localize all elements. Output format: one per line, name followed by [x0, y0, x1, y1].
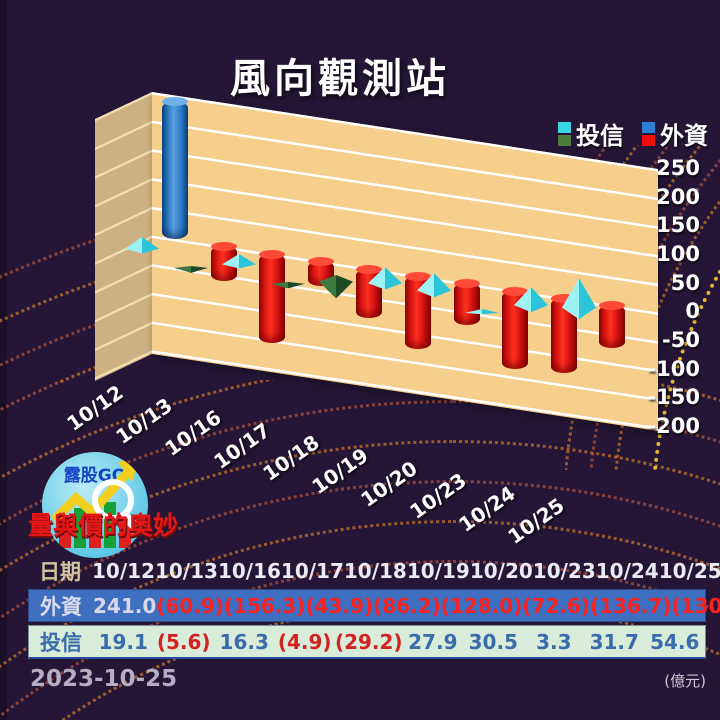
- table-cell: 31.7: [589, 629, 639, 654]
- brand-logo: 露股GO: [42, 452, 148, 558]
- y-tick-label: 50: [670, 270, 700, 295]
- table-row-label: 日期: [39, 560, 81, 584]
- pyramid-marker-trust: [416, 272, 451, 298]
- table-cell: 27.9: [408, 629, 458, 654]
- pyramid-marker-trust: [562, 278, 597, 320]
- pyramid-marker-trust: [125, 236, 159, 253]
- table-cell: (43.9): [305, 593, 374, 618]
- logo-tagline: 量與價的奧妙: [28, 511, 179, 540]
- table-data-row: 投信 19.1 (5.6) 16.3 (4.9) (29.2) 27.9 30.5 3.3 31.…: [28, 625, 706, 659]
- y-tick-label: -50: [662, 328, 700, 352]
- y-tick-label: 0: [685, 299, 700, 324]
- report-date: 2023-10-25: [30, 666, 178, 692]
- pyramid-marker-trust: [270, 273, 305, 289]
- table-row-label: 外資: [40, 594, 82, 619]
- y-tick-label: 100: [656, 241, 700, 266]
- y-tick-label: 250: [656, 155, 700, 180]
- y-tick-label: -200: [647, 414, 700, 439]
- trust-legend-swatch-icon: [558, 121, 571, 146]
- legend-label-trust: 投信: [576, 122, 624, 150]
- pyramid-marker-trust: [465, 299, 500, 315]
- table-cell: (130.0): [671, 593, 720, 618]
- table-cell: (29.2): [334, 629, 403, 654]
- table-cell: 241.0: [93, 593, 157, 618]
- table-cell: 19.1: [98, 629, 148, 654]
- pyramid-marker-trust: [222, 253, 257, 269]
- legend-label-foreign: 外資: [660, 122, 708, 150]
- table-cell: (136.7): [589, 593, 672, 618]
- table-cell: 10/18: [343, 559, 407, 583]
- table-cell: 54.6: [650, 629, 700, 654]
- table-cell: 10/24: [595, 559, 659, 583]
- cylinder-bar-foreign: [259, 249, 286, 344]
- table-cell: (156.3): [223, 593, 306, 618]
- table-cell: (72.6): [522, 593, 590, 618]
- logo-barchart-icon: [59, 502, 131, 548]
- y-tick-label: 200: [656, 184, 700, 209]
- foreign-legend-swatch-icon: [642, 121, 655, 146]
- table-cell: (5.6): [156, 629, 211, 654]
- table-cell: (60.9): [156, 593, 224, 618]
- table-cell: (86.2): [373, 593, 441, 618]
- table-cell: 10/16: [217, 559, 281, 583]
- y-tick-label: 150: [656, 213, 700, 238]
- table-cell: 10/20: [469, 559, 533, 583]
- table-cell: 10/13: [154, 559, 218, 583]
- table-cell: 10/19: [406, 559, 470, 583]
- data-table: 日期 10/12 10/13 10/16 10/17 10/18 10/19 10/20 10/…: [28, 556, 720, 662]
- legend-item-trust: 投信: [558, 116, 624, 151]
- table-cell: 3.3: [536, 629, 572, 654]
- y-tick-label: -100: [647, 356, 700, 381]
- table-cell: 30.5: [468, 629, 518, 654]
- table-cell: 10/23: [532, 559, 596, 583]
- table-cell: 10/17: [280, 559, 344, 583]
- legend-item-foreign: 外資: [642, 116, 708, 151]
- table-cell: (4.9): [277, 629, 332, 654]
- chart-legend: 投信 外資: [558, 116, 708, 151]
- table-row-label: 投信: [40, 630, 82, 655]
- chart-title: 風向觀測站: [230, 56, 450, 102]
- pyramid-marker-trust: [513, 286, 548, 312]
- pyramid-marker-trust: [173, 258, 208, 274]
- unit-note: (億元): [664, 672, 706, 690]
- y-tick-label: -150: [647, 385, 700, 410]
- cylinder-bar-foreign: [162, 96, 188, 239]
- table-cell: 10/12: [92, 559, 155, 583]
- cylinder-bar-foreign: [599, 301, 626, 349]
- table-header-row: 日期 10/12 10/13 10/16 10/17 10/18 10/19 10/20 10/…: [28, 556, 720, 586]
- table-data-row: 外資 241.0 (60.9) (156.3) (43.9) (86.2) (128.0)(…: [28, 589, 720, 622]
- pyramid-marker-trust: [368, 267, 402, 290]
- pyramid-marker-trust: [319, 275, 354, 299]
- cylinder-bar-foreign: [453, 279, 480, 325]
- table-cell: 10/25: [658, 559, 720, 583]
- table-cell: 16.3: [219, 629, 269, 654]
- table-cell: (128.0): [440, 593, 523, 618]
